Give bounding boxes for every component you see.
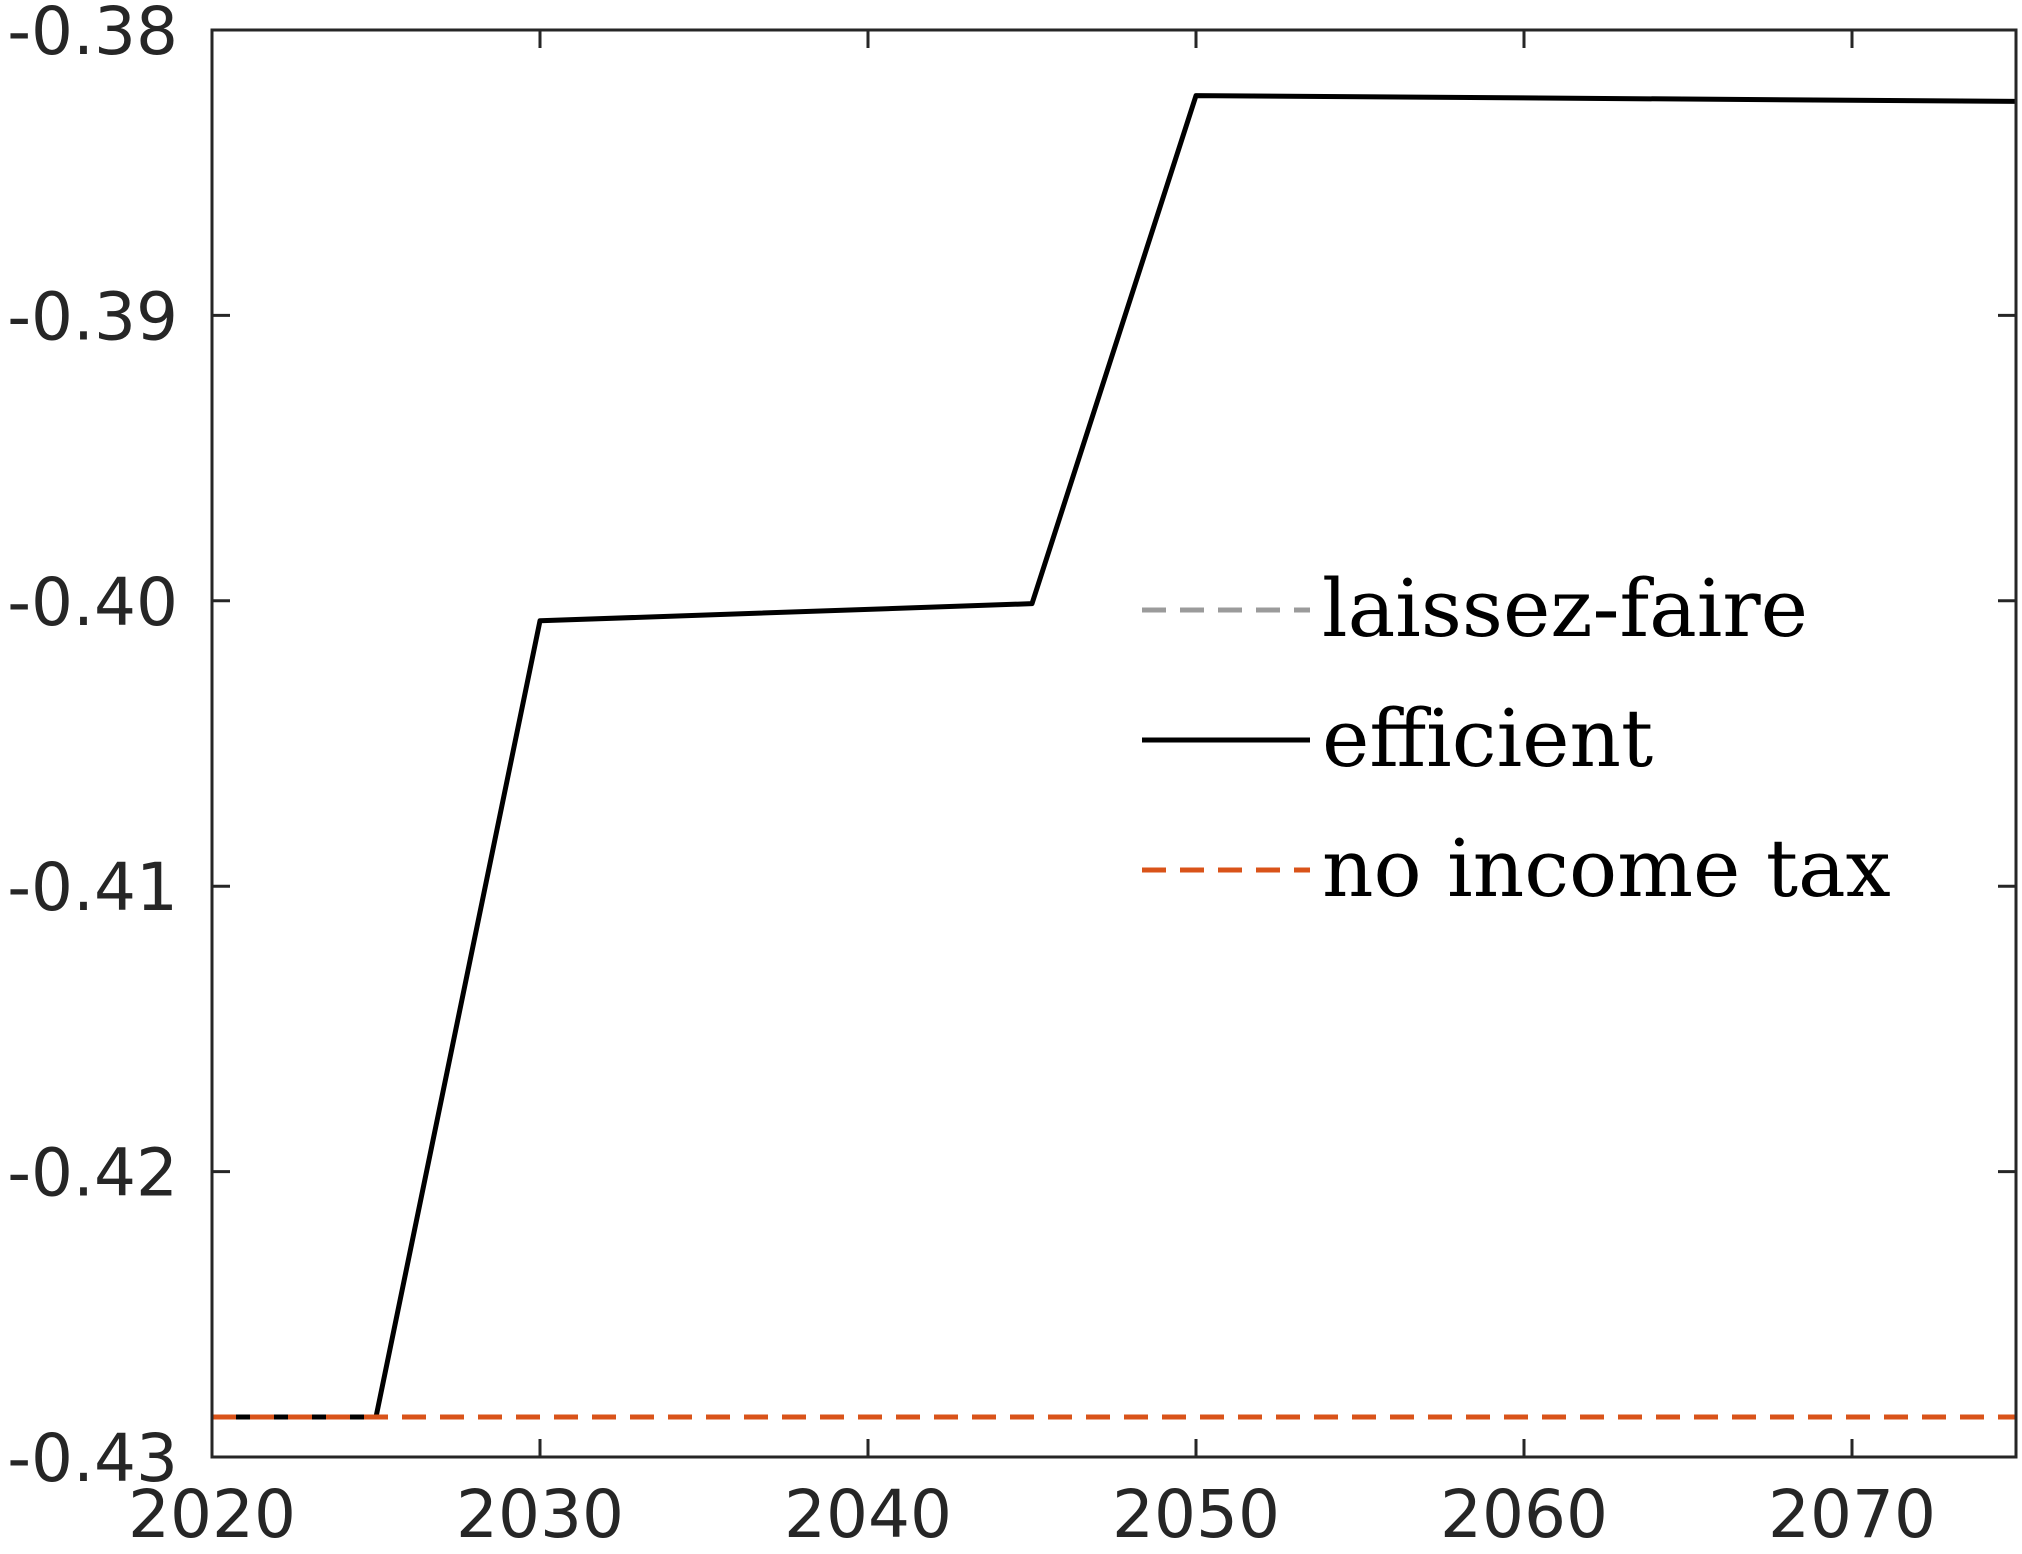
y-tick-label: -0.42 (7, 1135, 178, 1212)
legend-label-no-income-tax: no income tax (1322, 822, 1891, 915)
y-tick-label: -0.39 (7, 278, 178, 355)
axes-box (210, 28, 2018, 1459)
x-tick-label: 2030 (456, 1476, 624, 1553)
x-tick-label: 2050 (1112, 1476, 1280, 1553)
legend: laissez-faire efficient no income tax (1142, 562, 1891, 915)
x-tick-label: 2040 (784, 1476, 952, 1553)
x-tick-label: 2070 (1768, 1476, 1936, 1553)
series-line-efficient (212, 93, 2017, 1420)
x-tick-label: 2060 (1440, 1476, 1608, 1553)
y-tick-label: -0.41 (7, 849, 178, 926)
y-tick-label: -0.38 (7, 0, 178, 70)
x-tick-label: 2020 (128, 1476, 296, 1553)
legend-label-laissez-faire: laissez-faire (1322, 562, 1808, 655)
y-tick-label: -0.40 (7, 564, 178, 641)
legend-label-efficient: efficient (1322, 692, 1653, 785)
plot-area: 2020 2030 2040 2050 2060 2070 -0.43 -0.42 -0.41 -… (7, 0, 2018, 1553)
y-tick-label: -0.43 (7, 1420, 178, 1497)
